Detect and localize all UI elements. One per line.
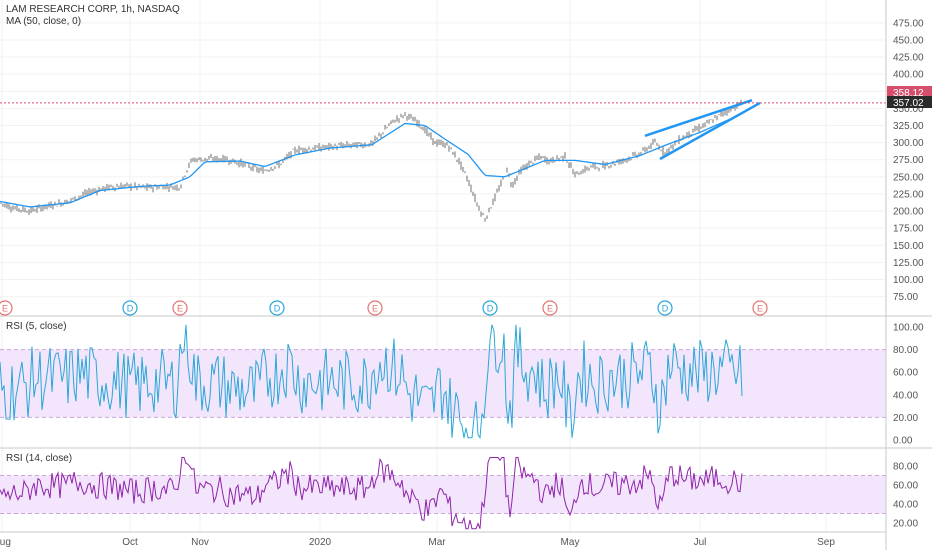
dividend-marker[interactable] <box>122 300 138 316</box>
moving-average-line <box>0 113 742 208</box>
rsi-5-label[interactable]: RSI (5, close) <box>6 321 67 332</box>
event-marker-label: D <box>127 304 134 314</box>
rsi-5-tick-label: 100.00 <box>893 323 924 334</box>
event-marker-label: E <box>177 304 183 314</box>
time-tick-label: Sep <box>817 537 835 548</box>
dividend-marker[interactable] <box>269 300 285 316</box>
price-tick-label: 100.00 <box>893 275 924 286</box>
rsi-5-tick-label: 60.00 <box>893 368 918 379</box>
rsi-14-tick-label: 20.00 <box>893 519 918 530</box>
earnings-marker[interactable] <box>367 300 383 316</box>
earnings-marker[interactable] <box>752 300 768 316</box>
price-tick-label: 200.00 <box>893 207 924 218</box>
grid-layer <box>0 0 886 532</box>
price-tick-label: 400.00 <box>893 70 924 81</box>
rsi-5-line <box>0 324 743 440</box>
time-tick-label: 2020 <box>309 537 332 548</box>
time-tick-label: Aug <box>0 537 11 548</box>
rsi-14-tick-label: 60.00 <box>893 481 918 492</box>
price-tick-label: 175.00 <box>893 224 924 235</box>
dividend-marker[interactable] <box>482 300 498 316</box>
wedge-lower-trendline[interactable] <box>659 101 761 161</box>
earnings-marker[interactable] <box>0 300 13 316</box>
time-tick-label: Nov <box>191 537 209 548</box>
event-marker-label: D <box>487 304 494 314</box>
time-tick-label: Oct <box>122 537 138 548</box>
price-tick-label: 350.00 <box>893 104 924 115</box>
event-marker-label: D <box>274 304 281 314</box>
earnings-marker[interactable] <box>172 300 188 316</box>
price-tick-label: 250.00 <box>893 172 924 183</box>
chart-title: LAM RESEARCH CORP, 1h, NASDAQ <box>6 4 180 15</box>
rsi-14-label[interactable]: RSI (14, close) <box>6 453 72 464</box>
rsi-5-tick-label: 40.00 <box>893 390 918 401</box>
rsi-5-axis[interactable]: 100.00 80.00 60.00 40.00 20.00 0.00 <box>893 323 924 447</box>
rsi-14-axis[interactable]: 80.00 60.00 40.00 20.00 <box>893 462 918 530</box>
event-marker-label: E <box>372 304 378 314</box>
rsi-14-tick-label: 40.00 <box>893 500 918 511</box>
time-axis[interactable]: Aug Oct Nov 2020 Mar May Jul Sep <box>0 537 835 548</box>
price-tick-label: 425.00 <box>893 53 924 64</box>
current-price-tag <box>887 86 932 99</box>
time-tick-label: Jul <box>694 537 707 548</box>
wedge-upper-trendline[interactable] <box>644 98 753 137</box>
event-marker-label: D <box>662 304 669 314</box>
rsi-5-tick-label: 80.00 <box>893 345 918 356</box>
price-tick-label: 300.00 <box>893 138 924 149</box>
rsi-5-tick-label: 20.00 <box>893 413 918 424</box>
price-tick-label: 125.00 <box>893 258 924 269</box>
price-tick-label: 275.00 <box>893 155 924 166</box>
dividend-marker[interactable] <box>657 300 673 316</box>
time-tick-label: Mar <box>428 537 446 548</box>
ma-indicator-label[interactable]: MA (50, close, 0) <box>6 16 81 27</box>
rsi-band-fill <box>0 475 886 514</box>
time-tick-label: May <box>561 537 580 548</box>
price-tick-label: 475.00 <box>893 18 924 29</box>
price-axis[interactable]: 475.00450.00425.00400.00375.00350.00325.… <box>893 18 924 303</box>
current-price-last: 357.02 <box>893 98 924 109</box>
rsi-5-tick-label: 0.00 <box>893 436 913 447</box>
event-marker-label: E <box>2 304 8 314</box>
last-price-tag <box>887 96 932 108</box>
rsi-14-line <box>0 456 743 530</box>
price-tick-label: 325.00 <box>893 121 924 132</box>
price-tick-label: 225.00 <box>893 189 924 200</box>
event-marker-label: E <box>757 304 763 314</box>
price-tick-label: 450.00 <box>893 35 924 46</box>
current-price-high: 358.12 <box>893 88 924 99</box>
rsi-14-tick-label: 80.00 <box>893 462 918 473</box>
price-tick-label: 75.00 <box>893 292 918 303</box>
event-marker-label: E <box>547 304 553 314</box>
price-tick-label: 150.00 <box>893 241 924 252</box>
earnings-marker[interactable] <box>542 300 558 316</box>
